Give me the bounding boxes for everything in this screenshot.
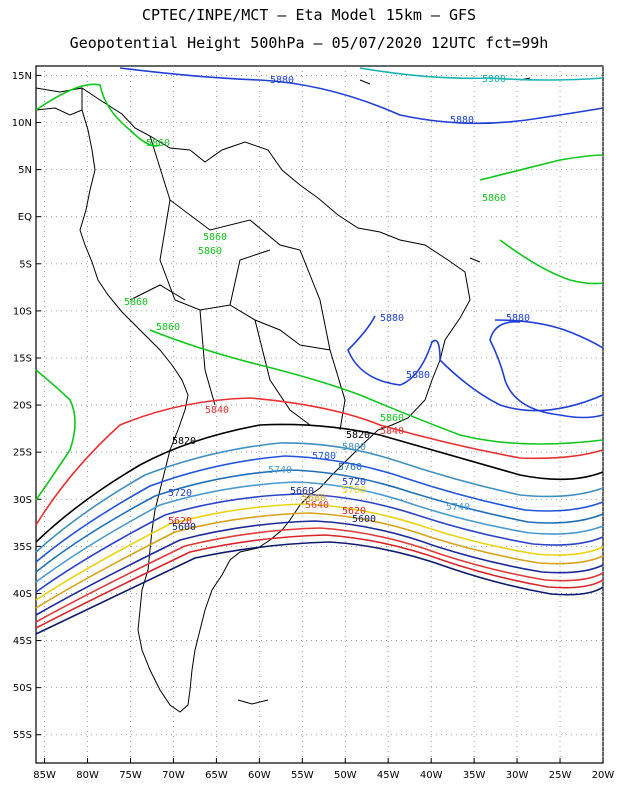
label-5880-e: 5880 bbox=[406, 370, 430, 381]
contour-5860 bbox=[35, 83, 604, 501]
contour-5880-brazil bbox=[347, 315, 604, 419]
contour-5620 bbox=[35, 534, 604, 629]
height-contours bbox=[35, 67, 604, 635]
label-5600-a: 5600 bbox=[172, 522, 196, 533]
lat-tick-label: 5N bbox=[18, 165, 32, 176]
contour-5760 bbox=[35, 469, 604, 573]
contour-5780 bbox=[35, 455, 604, 563]
label-5620-a: 5620 bbox=[168, 516, 192, 527]
lat-tick-label: 10S bbox=[13, 306, 32, 317]
label-5680: 5680 bbox=[302, 493, 326, 504]
label-5600-b: 5600 bbox=[352, 514, 376, 525]
label-5860-c: 5860 bbox=[203, 232, 227, 243]
lon-tick-label: 40W bbox=[420, 770, 443, 781]
lat-tick-label: 5S bbox=[19, 259, 32, 270]
label-5820-b: 5820 bbox=[346, 430, 370, 441]
lon-tick-label: 85W bbox=[33, 770, 56, 781]
contour-5600 bbox=[35, 541, 604, 635]
coastlines bbox=[35, 77, 531, 713]
lat-tick-label: 35S bbox=[13, 542, 32, 553]
contour-5800 bbox=[35, 442, 604, 553]
label-5860-a: 5860 bbox=[146, 138, 170, 149]
lat-tick-label: 45S bbox=[13, 636, 32, 647]
label-5620-b: 5620 bbox=[342, 506, 366, 517]
label-5740-a: 5740 bbox=[268, 465, 292, 476]
lon-tick-label: 60W bbox=[248, 770, 271, 781]
label-5880-c: 5880 bbox=[380, 313, 404, 324]
label-5860-b: 5860 bbox=[482, 193, 506, 204]
lon-tick-label: 45W bbox=[377, 770, 400, 781]
map-title: CPTEC/INPE/MCT – Eta Model 15km – GFS bbox=[141, 6, 477, 24]
lon-tick-label: 75W bbox=[119, 770, 142, 781]
lat-tick-label: 55S bbox=[13, 730, 32, 741]
label-5840-a: 5840 bbox=[205, 405, 229, 416]
label-5640: 5640 bbox=[305, 500, 329, 511]
label-5700: 5700 bbox=[342, 485, 366, 496]
label-5660: 5660 bbox=[290, 486, 314, 497]
lon-tick-label: 80W bbox=[76, 770, 99, 781]
label-5780: 5780 bbox=[312, 451, 336, 462]
lat-tick-label: 15S bbox=[13, 353, 32, 364]
map-subtitle: Geopotential Height 500hPa – 05/07/2020 … bbox=[69, 34, 549, 52]
lat-tick-label: 30S bbox=[13, 495, 32, 506]
label-5860-d: 5860 bbox=[198, 246, 222, 257]
label-5720-b: 5720 bbox=[342, 477, 366, 488]
lat-tick-label: 40S bbox=[13, 589, 32, 600]
lat-tick-label: 10N bbox=[12, 118, 32, 129]
south-america-coastline bbox=[79, 87, 471, 713]
contour-5840 bbox=[35, 397, 604, 526]
lat-tick-label: 25S bbox=[13, 448, 32, 459]
contour-5660 bbox=[35, 520, 604, 616]
label-5800: 5800 bbox=[342, 442, 366, 453]
label-5880-d: 5880 bbox=[506, 313, 530, 324]
label-5820-a: 5820 bbox=[172, 436, 196, 447]
lon-tick-label: 30W bbox=[506, 770, 529, 781]
contour-5740 bbox=[35, 481, 604, 583]
label-5880-a: 5880 bbox=[270, 75, 294, 86]
islands bbox=[237, 77, 531, 705]
label-5840-b: 5840 bbox=[380, 426, 404, 437]
contour-5900 bbox=[359, 67, 604, 81]
contour-5640 bbox=[35, 527, 604, 623]
country-borders bbox=[129, 135, 346, 431]
lon-tick-label: 20W bbox=[592, 770, 615, 781]
label-5860-g: 5860 bbox=[380, 413, 404, 424]
lon-tick-label: 50W bbox=[334, 770, 357, 781]
label-5880-b: 5880 bbox=[450, 115, 474, 126]
lon-tick-label: 25W bbox=[549, 770, 572, 781]
lat-lon-grid bbox=[36, 66, 604, 763]
lon-tick-label: 65W bbox=[205, 770, 228, 781]
contour-5680 bbox=[35, 512, 604, 609]
contour-5880-east bbox=[494, 319, 604, 349]
lon-tick-label: 70W bbox=[162, 770, 185, 781]
lat-tick-label: 15N bbox=[12, 71, 32, 82]
label-5720-a: 5720 bbox=[168, 488, 192, 499]
contour-5880-north bbox=[119, 67, 604, 125]
lat-tick-label: EQ bbox=[18, 212, 32, 223]
lon-tick-label: 35W bbox=[463, 770, 486, 781]
contour-5820 bbox=[35, 423, 604, 543]
label-5860-e: 5860 bbox=[124, 297, 148, 308]
label-5740-b: 5740 bbox=[446, 502, 470, 513]
label-5900: 5900 bbox=[482, 74, 506, 85]
lat-tick-label: 50S bbox=[13, 683, 32, 694]
contour-5700 bbox=[35, 503, 604, 601]
lat-tick-label: 20S bbox=[13, 401, 32, 412]
label-5860-f: 5860 bbox=[156, 322, 180, 333]
label-5760: 5760 bbox=[338, 462, 362, 473]
contour-labels: 5900 5880 5880 5880 5880 5880 5860 5860 … bbox=[124, 74, 530, 533]
lon-tick-label: 55W bbox=[291, 770, 314, 781]
axis-ticks: 15N 10N 5N EQ 5S 10S 15S 20S 25S 30S 35S 40S 45S 50S 5… bbox=[12, 71, 615, 781]
contour-5720 bbox=[35, 493, 604, 593]
